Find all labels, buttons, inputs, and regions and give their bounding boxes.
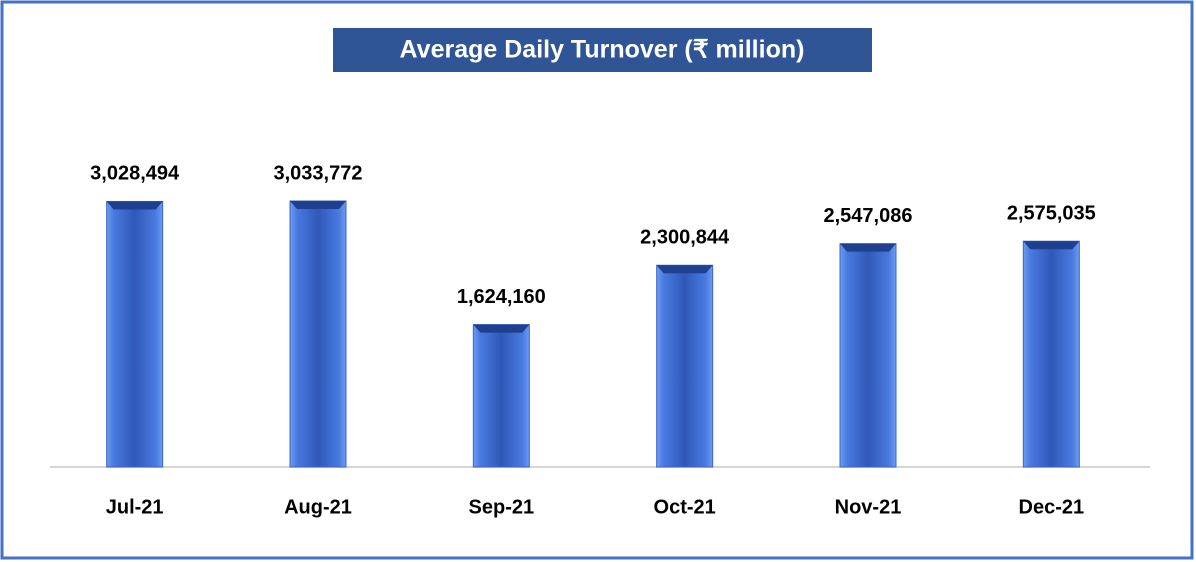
bar-cap <box>1023 241 1080 250</box>
chart-title: Average Daily Turnover (₹ million) <box>400 36 805 64</box>
x-tick-label: Dec-21 <box>1019 496 1085 518</box>
bar-cap <box>656 265 713 274</box>
bar-cap <box>290 201 346 209</box>
data-label: 2,300,844 <box>640 227 730 249</box>
data-label: 1,624,160 <box>457 286 546 308</box>
bar-cap <box>840 243 896 252</box>
data-label: 2,547,086 <box>824 205 913 227</box>
x-tick-label: Oct-21 <box>654 496 716 518</box>
bar <box>1022 240 1080 468</box>
bar <box>839 243 897 468</box>
x-tick-label: Sep-21 <box>469 496 535 518</box>
bar <box>472 324 530 468</box>
bar-cap <box>106 201 163 210</box>
bar <box>289 200 347 468</box>
data-label: 2,575,035 <box>1007 203 1096 225</box>
bar-cap <box>473 324 530 333</box>
title-box <box>333 28 872 72</box>
x-tick-label: Nov-21 <box>835 496 902 518</box>
data-label: 3,033,772 <box>274 162 363 184</box>
data-label: 3,028,494 <box>90 163 180 185</box>
x-tick-label: Jul-21 <box>106 496 164 518</box>
bar <box>106 200 164 468</box>
x-tick-label: Aug-21 <box>284 496 352 518</box>
bar <box>656 264 714 468</box>
